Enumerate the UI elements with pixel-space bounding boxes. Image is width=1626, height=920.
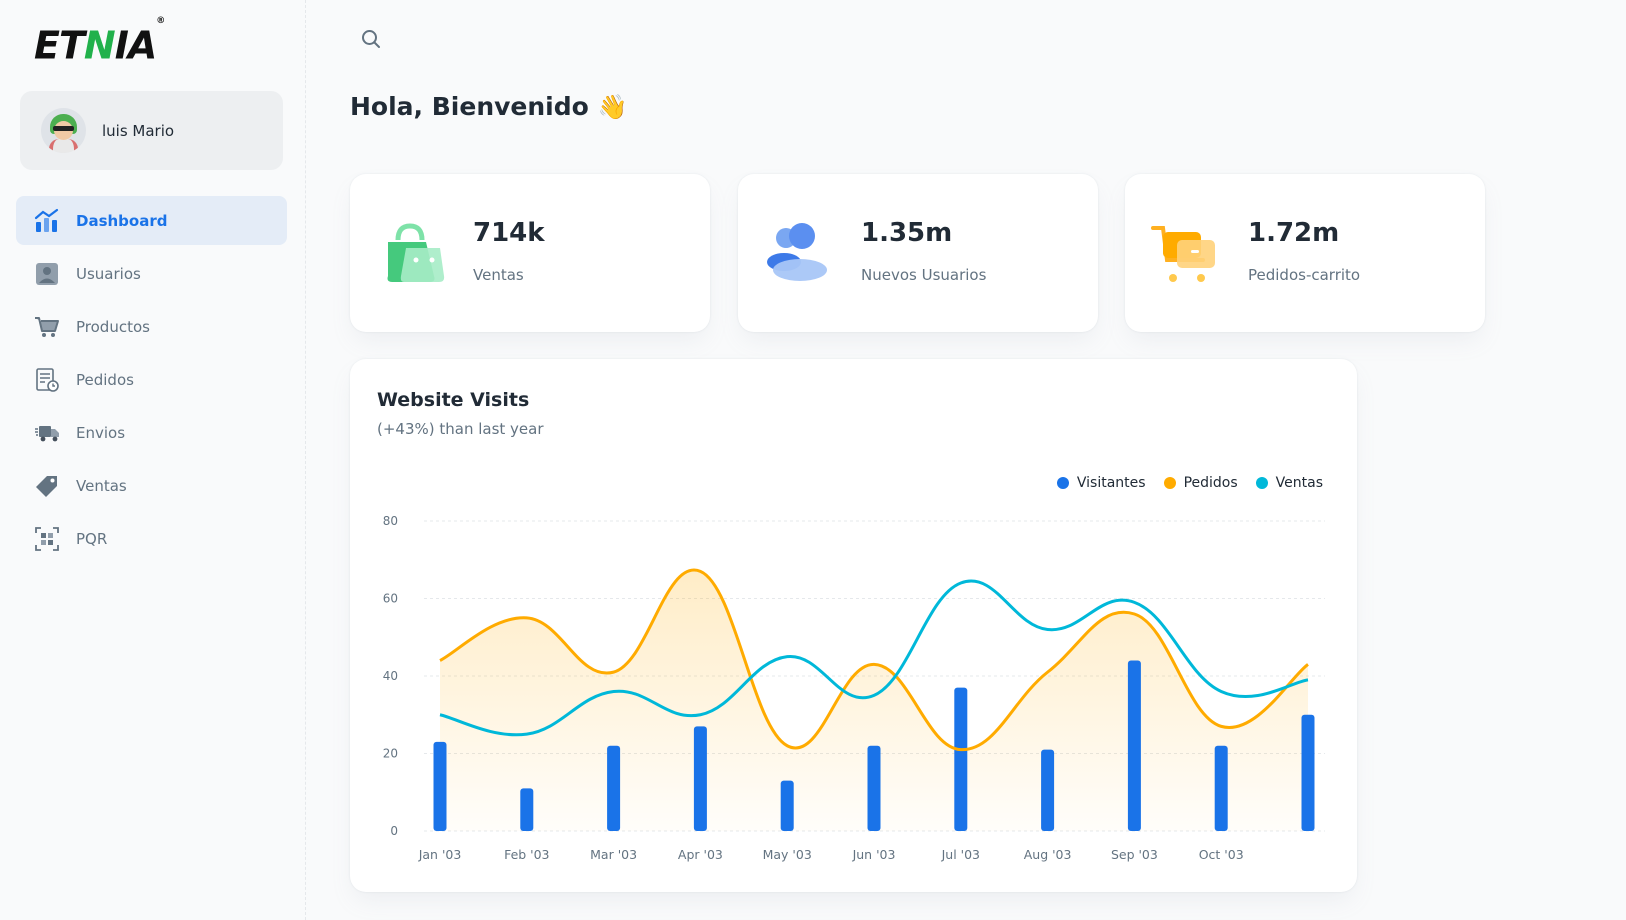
line-ventas [439,579,1309,737]
y-tick-label: 20 [383,747,398,761]
page-title: Hola, Bienvenido 👋 [350,92,628,121]
website-visits-chart[interactable]: 0 20 40 60 80 Jan '03 Feb '03 Mar '03 Apr '03 May… [350,359,1357,892]
qr-icon [34,526,60,552]
bar-visitantes [1214,745,1228,831]
y-tick-label: 40 [383,669,398,683]
sidebar-item-pedidos[interactable]: Pedidos [16,355,287,404]
brand-logo[interactable]: ETNIA® [34,16,165,68]
stat-value: 1.35m [861,218,953,248]
user-icon [34,261,60,287]
sidebar-item-productos[interactable]: Productos [16,302,287,351]
legend-dot [1255,477,1268,489]
sidebar-item-envios[interactable]: Envios [16,408,287,457]
y-tick-label: 60 [383,592,398,606]
sidebar-item-ventas[interactable]: Ventas [16,461,287,510]
bar-visitantes [780,780,794,831]
stat-label: Nuevos Usuarios [861,266,987,284]
legend-label: Ventas [1275,475,1323,491]
sidebar-item-dashboard[interactable]: Dashboard [16,196,287,245]
dashboard-icon [34,208,60,234]
shopping-bag-icon [376,220,445,286]
area-fill-pedidos [440,569,1308,831]
sidebar-item-pqr[interactable]: PQR [16,514,287,563]
stat-card-pedidos-carrito: 1.72m Pedidos-carrito [1125,174,1485,332]
stat-card-ventas: 714k Ventas [350,174,710,332]
tag-icon [34,473,60,499]
bar-visitantes [693,726,707,831]
search-icon[interactable] [360,28,382,50]
truck-icon [34,420,60,446]
wave-emoji: 👋 [597,93,628,121]
sidebar-item-label: Usuarios [76,264,141,283]
legend-label: Visitantes [1076,475,1146,491]
x-tick-label: Jun '03 [852,847,896,862]
y-tick-label: 0 [390,824,398,838]
sidebar: ETNIA® luis Mario Dashboard Usuarios Pro… [0,0,306,920]
x-tick-label: Oct '03 [1199,847,1244,862]
bar-visitantes [1127,660,1141,831]
cart-icon [34,314,60,340]
website-visits-card: Website Visits (+43%) than last year Vis… [350,359,1357,892]
x-tick-label: Apr '03 [678,847,723,862]
bar-visitantes [1301,714,1315,831]
stat-label: Ventas [473,266,524,284]
bar-visitantes [1041,749,1055,831]
bar-visitantes [867,745,881,831]
line-pedidos [439,568,1309,752]
bar-visitantes [520,788,534,831]
sidebar-item-label: Dashboard [76,211,168,230]
sidebar-nav: Dashboard Usuarios Productos Pedidos Env… [16,196,287,567]
chart-title: Website Visits [377,389,530,411]
x-tick-label: Aug '03 [1024,847,1072,862]
legend-item-ventas[interactable]: Ventas [1255,475,1323,491]
legend-item-visitantes[interactable]: Visitantes [1056,475,1146,491]
avatar [41,108,86,153]
users-icon [764,220,830,286]
x-tick-label: Jan '03 [418,847,462,862]
legend-dot [1163,477,1176,489]
bar-visitantes [433,741,447,831]
stat-label: Pedidos-carrito [1248,266,1361,284]
legend-dot [1056,477,1069,489]
stat-value: 1.72m [1248,218,1340,248]
stat-value: 714k [473,218,545,248]
x-tick-label: Sep '03 [1111,847,1158,862]
x-tick-label: Feb '03 [504,847,549,862]
x-tick-label: May '03 [763,847,812,862]
bar-visitantes [607,745,621,831]
x-tick-label: Jul '03 [941,847,980,862]
sidebar-item-label: Productos [76,317,150,336]
chart-legend: Visitantes Pedidos Ventas [1056,475,1323,491]
chart-subtitle: (+43%) than last year [377,420,544,438]
legend-item-pedidos[interactable]: Pedidos [1163,475,1238,491]
sidebar-item-label: Ventas [76,476,127,495]
shopping-cart-icon [1151,220,1217,286]
x-tick-label: Mar '03 [590,847,637,862]
stat-card-nuevos-usuarios: 1.35m Nuevos Usuarios [738,174,1098,332]
invoice-icon [34,367,60,393]
bar-visitantes [954,687,968,831]
account-card[interactable]: luis Mario [20,91,283,170]
sidebar-item-label: Envios [76,423,126,442]
sidebar-item-label: PQR [76,529,108,548]
sidebar-item-label: Pedidos [76,370,134,389]
account-name: luis Mario [102,121,175,140]
legend-label: Pedidos [1183,475,1238,491]
sidebar-item-usuarios[interactable]: Usuarios [16,249,287,298]
y-tick-label: 80 [383,514,398,528]
